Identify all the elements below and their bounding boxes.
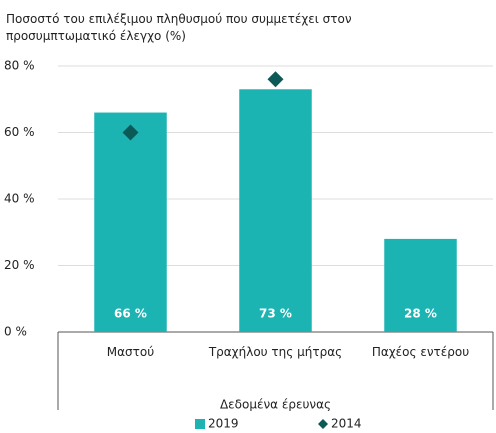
- data-label: 66 %: [114, 307, 147, 321]
- x-tick-label: Μαστού: [106, 345, 155, 359]
- legend-label: 2014: [331, 417, 362, 431]
- y-tick-label: 60 %: [4, 125, 35, 139]
- bar: [384, 238, 457, 332]
- data-label: 73 %: [259, 307, 292, 321]
- x-tick-label: Τραχήλου της μήτρας: [208, 345, 343, 359]
- diamond-marker: [122, 124, 139, 141]
- x-tick-label: Παχέος εντέρου: [371, 345, 470, 359]
- bar: [239, 89, 312, 333]
- legend-label: 2019: [208, 417, 239, 431]
- legend-swatch: [195, 419, 205, 429]
- bar: [94, 112, 167, 332]
- data-label: 28 %: [404, 307, 437, 321]
- y-tick-label: 20 %: [4, 258, 35, 272]
- legend-swatch: [318, 419, 328, 429]
- y-tick-label: 0 %: [4, 325, 27, 339]
- diamond-marker: [267, 71, 284, 88]
- y-tick-label: 40 %: [4, 192, 35, 206]
- y-tick-label: 80 %: [4, 59, 35, 73]
- x-group-label: Δεδομένα έρευνας: [220, 398, 331, 412]
- chart-title: Ποσοστό του επιλέξιμου πληθυσμού που συμ…: [6, 12, 352, 43]
